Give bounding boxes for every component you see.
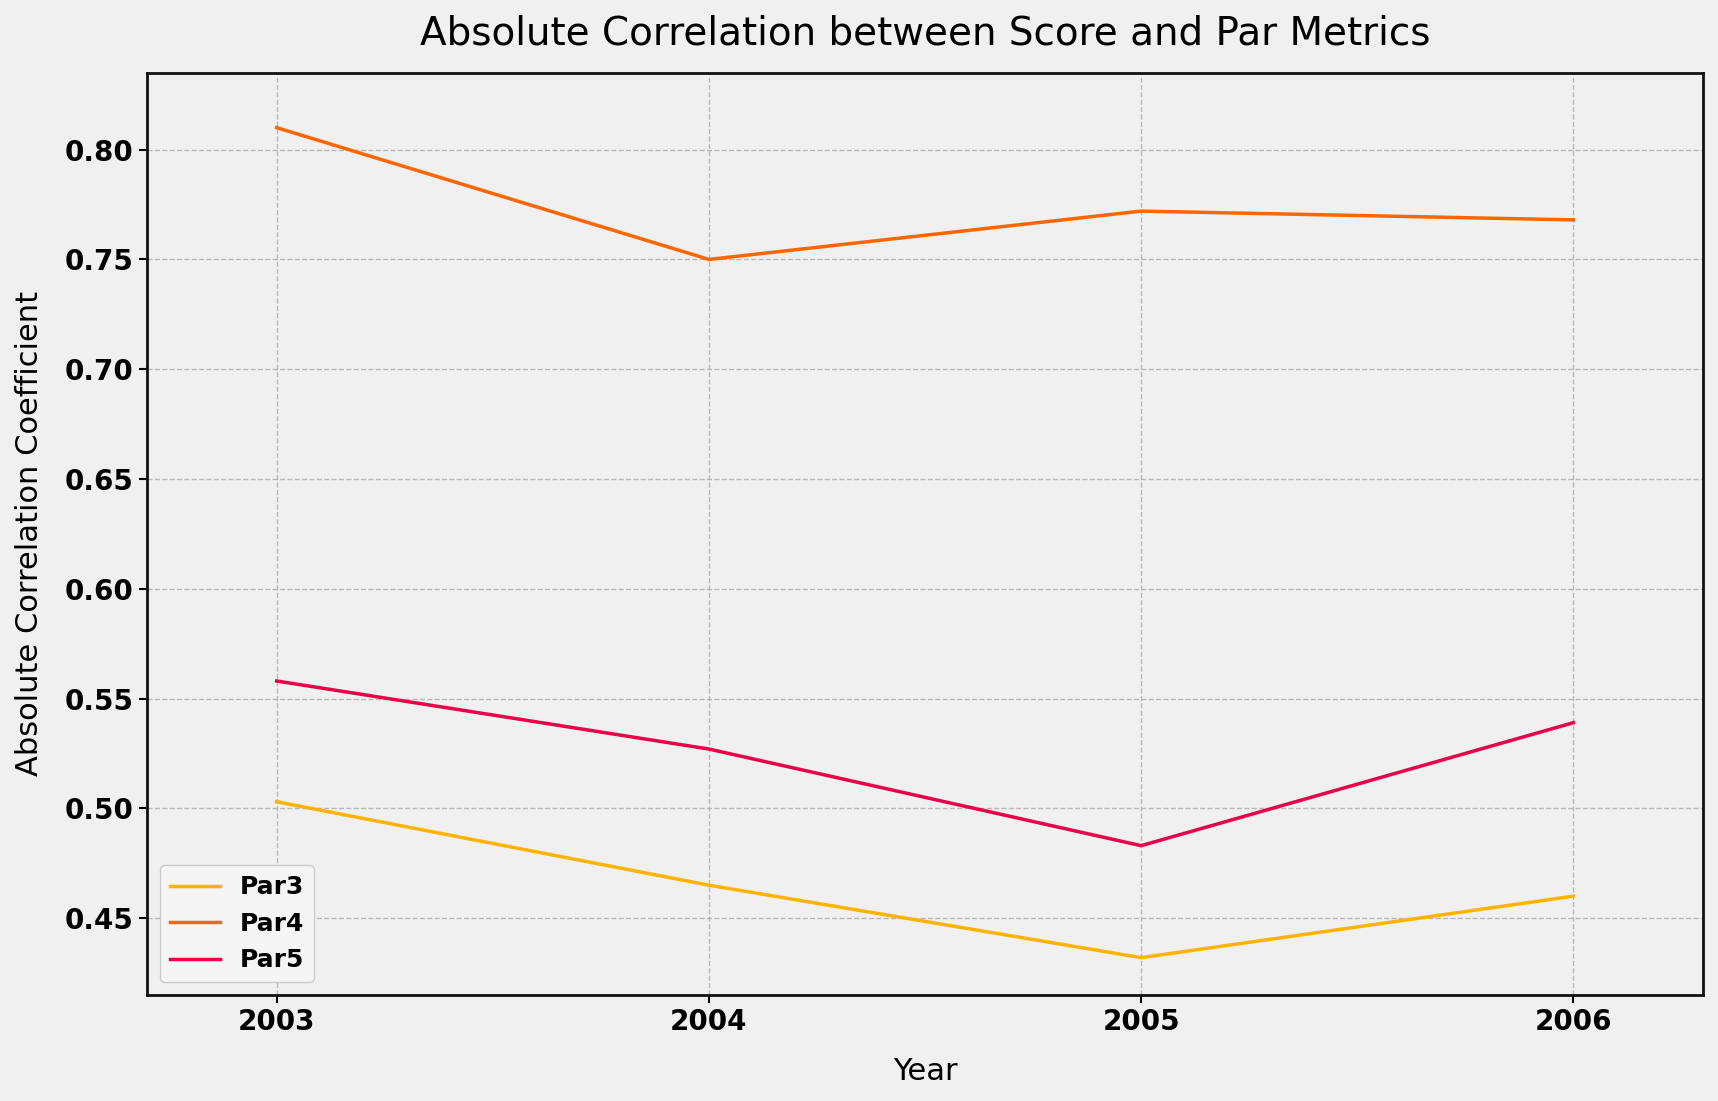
Par3 (1130, 951, 1151, 964)
Par4 (1563, 214, 1584, 227)
Line: Par4: Par4 (277, 128, 1574, 260)
Par3 (1563, 890, 1584, 903)
X-axis label: Year: Year (893, 1057, 957, 1086)
Legend: Par3, Par4, Par5: Par3, Par4, Par5 (160, 865, 314, 982)
Par5 (266, 675, 287, 688)
Par4 (266, 121, 287, 134)
Par3 (266, 795, 287, 808)
Par5 (699, 742, 720, 755)
Par5 (1130, 839, 1151, 852)
Y-axis label: Absolute Correlation Coefficient: Absolute Correlation Coefficient (15, 292, 45, 776)
Par5 (1563, 716, 1584, 729)
Line: Par3: Par3 (277, 802, 1574, 958)
Line: Par5: Par5 (277, 682, 1574, 846)
Par3 (699, 879, 720, 892)
Par4 (699, 253, 720, 266)
Par4 (1130, 205, 1151, 218)
Title: Absolute Correlation between Score and Par Metrics: Absolute Correlation between Score and P… (419, 15, 1431, 53)
